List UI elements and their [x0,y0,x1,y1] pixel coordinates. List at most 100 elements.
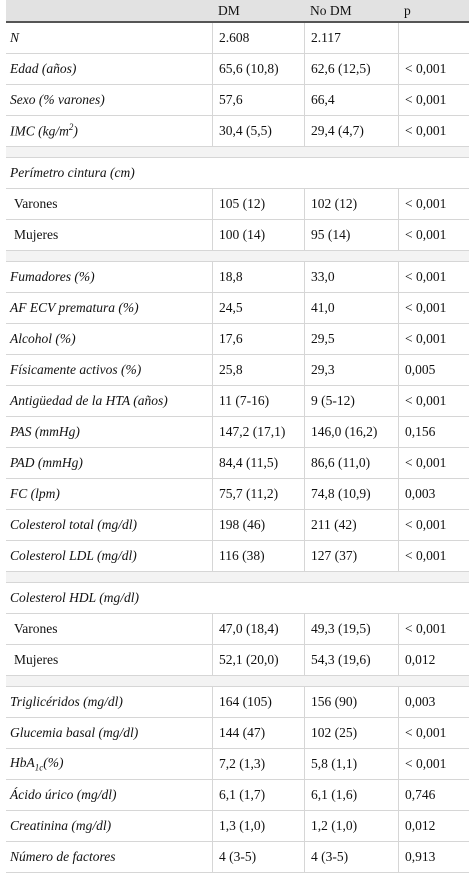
row-label: FC (lpm) [10,486,60,501]
table-row: IMC (kg/m2) 30,4 (5,5) 29,4 (4,7) < 0,001 [6,116,469,147]
row-label: HbA1c(%) [10,755,64,773]
row-label: Físicamente activos (%) [10,362,142,377]
dm-value: 100 (14) [212,220,304,250]
no-dm-value: 5,8 (1,1) [304,749,398,779]
row-label: PAS (mmHg) [10,424,80,439]
row-label: Alcohol (%) [10,331,76,346]
dm-value: 144 (47) [212,718,304,748]
p-value: < 0,001 [398,189,469,219]
p-value: < 0,001 [398,262,469,292]
dm-value: 4 (3-5) [212,842,304,872]
p-value: 0,005 [398,355,469,385]
dm-value: 24,5 [212,293,304,323]
no-dm-value: 74,8 (10,9) [304,479,398,509]
row-label: AF ECV prematura (%) [10,300,139,315]
table-header: DM No DM p [6,0,469,23]
table-row: FC (lpm) 75,7 (11,2) 74,8 (10,9) 0,003 [6,479,469,510]
no-dm-value: 29,4 (4,7) [304,116,398,146]
row-label: PAD (mmHg) [10,455,83,470]
no-dm-value: 9 (5-12) [304,386,398,416]
table-spacer [6,676,469,687]
table-row: Varones 47,0 (18,4) 49,3 (19,5) < 0,001 [6,614,469,645]
no-dm-value: 29,5 [304,324,398,354]
no-dm-value: 2.117 [304,23,398,53]
p-value: < 0,001 [398,448,469,478]
table-row: Alcohol (%) 17,6 29,5 < 0,001 [6,324,469,355]
row-label: N [10,30,20,45]
p-value: < 0,001 [398,386,469,416]
no-dm-value: 66,4 [304,85,398,115]
table-row: Varones 105 (12) 102 (12) < 0,001 [6,189,469,220]
dm-value: 30,4 (5,5) [212,116,304,146]
no-dm-value: 102 (12) [304,189,398,219]
p-value: < 0,001 [398,510,469,540]
dm-value: 164 (105) [212,687,304,717]
dm-value: 116 (38) [212,541,304,571]
p-value: < 0,001 [398,85,469,115]
no-dm-value: 156 (90) [304,687,398,717]
table-row: Colesterol LDL (mg/dl) 116 (38) 127 (37) < … [6,541,469,572]
header-no-dm: No DM [310,3,352,18]
table-row: Creatinina (mg/dl) 1,3 (1,0) 1,2 (1,0) 0,01… [6,811,469,842]
dm-value: 198 (46) [212,510,304,540]
p-value: 0,746 [398,780,469,810]
no-dm-value: 33,0 [304,262,398,292]
header-dm: DM [218,3,240,18]
no-dm-value: 49,3 (19,5) [304,614,398,644]
table-row: PAD (mmHg) 84,4 (11,5) 86,6 (11,0) < 0,001 [6,448,469,479]
p-value: 0,003 [398,479,469,509]
row-label: Colesterol HDL (mg/dl) [10,590,140,605]
p-value: < 0,001 [398,614,469,644]
dm-value: 6,1 (1,7) [212,780,304,810]
dm-value: 105 (12) [212,189,304,219]
row-label: Mujeres [14,227,59,242]
table-row: HbA1c(%) 7,2 (1,3) 5,8 (1,1) < 0,001 [6,749,469,780]
p-value: < 0,001 [398,54,469,84]
row-label: Colesterol LDL (mg/dl) [10,548,137,563]
row-label: Perímetro cintura (cm) [10,165,135,180]
p-value: 0,003 [398,687,469,717]
no-dm-value: 29,3 [304,355,398,385]
row-label: Creatinina (mg/dl) [10,818,112,833]
table-spacer [6,251,469,262]
no-dm-value: 6,1 (1,6) [304,780,398,810]
table-row: Mujeres 100 (14) 95 (14) < 0,001 [6,220,469,251]
header-label-col [6,19,212,21]
dm-value: 7,2 (1,3) [212,749,304,779]
row-label: Antigüedad de la HTA (años) [10,393,168,408]
header-p: p [404,3,411,18]
dm-value: 18,8 [212,262,304,292]
p-value [398,23,469,53]
p-value: < 0,001 [398,116,469,146]
table-row: AF ECV prematura (%) 24,5 41,0 < 0,001 [6,293,469,324]
no-dm-value: 41,0 [304,293,398,323]
row-label: Triglicéridos (mg/dl) [10,694,123,709]
row-label: Glucemia basal (mg/dl) [10,725,139,740]
p-value: 0,012 [398,645,469,675]
table-row: Ácido úrico (mg/dl) 6,1 (1,7) 6,1 (1,6) 0,7… [6,780,469,811]
dm-value: 1,3 (1,0) [212,811,304,841]
row-label: Ácido úrico (mg/dl) [10,787,117,802]
row-label: Mujeres [14,652,59,667]
section-row: Colesterol HDL (mg/dl) [6,583,469,614]
table-row: N 2.608 2.117 [6,23,469,54]
dm-value: 57,6 [212,85,304,115]
table-row: Número de factores 4 (3-5) 4 (3-5) 0,913 [6,842,469,873]
row-label: Fumadores (%) [10,269,95,284]
dm-value: 75,7 (11,2) [212,479,304,509]
row-label: Número de factores [10,849,116,864]
no-dm-value: 4 (3-5) [304,842,398,872]
dm-value: 65,6 (10,8) [212,54,304,84]
p-value: 0,012 [398,811,469,841]
no-dm-value: 127 (37) [304,541,398,571]
p-value: < 0,001 [398,718,469,748]
table-row: Colesterol total (mg/dl) 198 (46) 211 (42)… [6,510,469,541]
data-table: DM No DM p N 2.608 2.117 Edad (años) 65,6 (1… [6,0,469,873]
table-row: Antigüedad de la HTA (años) 11 (7-16) 9 (5… [6,386,469,417]
table-row: Fumadores (%) 18,8 33,0 < 0,001 [6,262,469,293]
dm-value: 2.608 [212,23,304,53]
dm-value: 17,6 [212,324,304,354]
dm-value: 84,4 (11,5) [212,448,304,478]
row-label: Varones [14,196,58,211]
p-value: < 0,001 [398,220,469,250]
